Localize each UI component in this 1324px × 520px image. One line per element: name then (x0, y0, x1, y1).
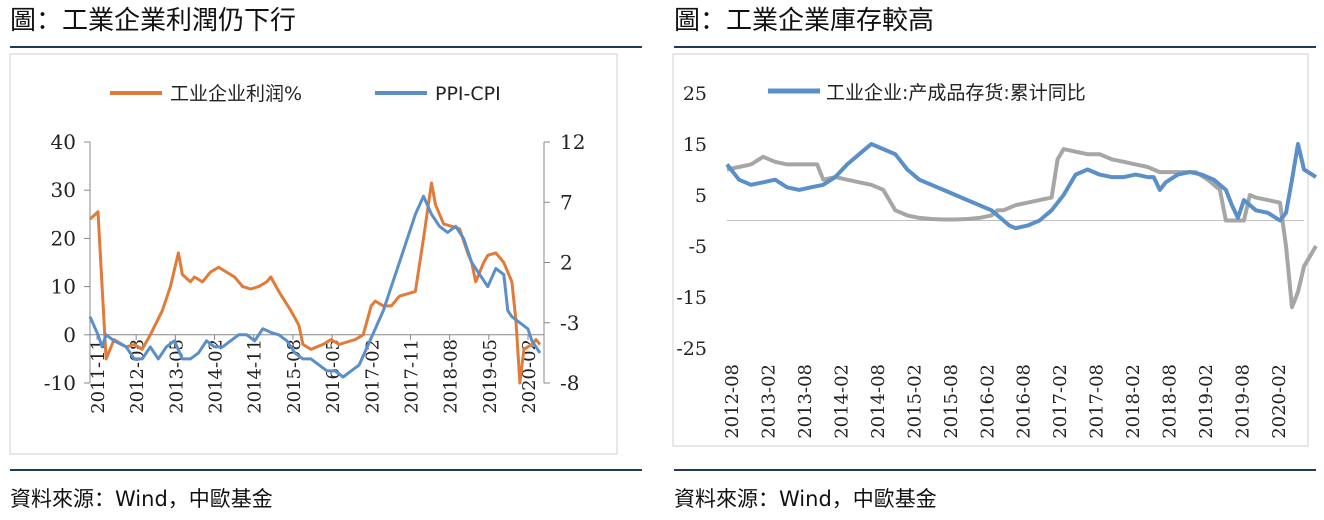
right-chart-title: 圖：工業企業庫存較高 (674, 6, 935, 36)
right-line-chart: -25 -15 -5 5 15 25 2012-08 2013-02 2013-08 2014-0… (676, 82, 1318, 439)
left-y-tick-label: 20 (51, 226, 76, 250)
right-title-rule (674, 46, 1316, 48)
right-y-tick-label: 12 (560, 130, 585, 154)
right-source-rule (674, 469, 1316, 471)
x-tick-label: 2017-02 (1050, 364, 1071, 439)
y-tick-label: 5 (695, 185, 707, 207)
left-chart-frame (9, 53, 618, 455)
x-tick-label: 2019-05 (480, 339, 501, 414)
left-source-text: 資料來源：Wind，中歐基金 (10, 487, 273, 511)
left-chart-title: 圖：工業企業利潤仍下行 (10, 6, 297, 36)
x-tick-label: 2017-08 (1087, 364, 1108, 439)
right-y-tick-label: 2 (560, 251, 573, 275)
y-tick-label: 25 (683, 83, 707, 105)
series-line-gray (726, 147, 1318, 310)
x-tick-label: 2019-02 (1196, 364, 1217, 439)
left-source-rule (10, 469, 642, 471)
x-tick-label: 2017-02 (362, 339, 383, 414)
right-y-tick-label: 7 (560, 190, 573, 214)
left-title-rule (10, 46, 642, 48)
y-tick-label: -5 (688, 236, 707, 258)
x-tick-label: 2016-08 (1014, 364, 1035, 439)
x-tick-label: 2012-08 (722, 364, 743, 439)
x-tick-label: 2016-05 (323, 339, 344, 414)
x-tick-label: 2014-11 (245, 339, 266, 414)
x-tick-label: 2018-08 (1160, 364, 1181, 439)
x-tick-label: 2013-08 (795, 364, 816, 439)
x-tick-label: 2019-08 (1233, 364, 1254, 439)
right-source-text: 資料來源：Wind，中歐基金 (674, 487, 937, 511)
x-tick-label: 2015-02 (904, 364, 925, 439)
y-tick-label: 15 (683, 134, 707, 156)
left-y-tick-label: -10 (44, 371, 76, 395)
left-line-chart: -10 0 10 20 30 40 -8 -3 2 7 12 2011-11 2012-08 2013-0… (44, 83, 586, 414)
x-tick-label: 2011-11 (88, 339, 109, 414)
x-tick-label: 2014-02 (831, 364, 852, 439)
right-legend: 工业企业:产成品存货:累计同比 (768, 82, 1086, 104)
right-y-tick-label: -8 (560, 371, 579, 395)
left-y-tick-label: 40 (51, 130, 76, 154)
x-tick-label: 2017-11 (401, 339, 422, 414)
series-line-profit (88, 181, 542, 385)
legend-label-profit: 工业企业利润% (170, 83, 302, 105)
legend-label-inventory: 工业企业:产成品存货:累计同比 (826, 82, 1086, 104)
left-y-tick-label: 10 (51, 275, 76, 299)
x-tick-label: 2018-08 (441, 339, 462, 414)
x-tick-label: 2014-02 (206, 339, 227, 414)
x-tick-label: 2015-08 (941, 364, 962, 439)
left-legend: 工业企业利润% PPI-CPI (110, 83, 501, 105)
left-y-tick-label: 0 (63, 323, 76, 347)
legend-label-ppi-cpi: PPI-CPI (435, 83, 501, 105)
right-y-tick-label: -3 (560, 311, 579, 335)
right-chart-frame (672, 53, 1309, 447)
x-tick-label: 2016-02 (977, 364, 998, 439)
x-tick-label: 2013-02 (758, 364, 779, 439)
x-tick-label: 2020-02 (1269, 364, 1290, 439)
series-line-inventory (725, 142, 1318, 231)
y-tick-label: -25 (676, 338, 707, 360)
left-y-tick-label: 30 (51, 178, 76, 202)
series-line-ppi-cpi (88, 194, 542, 379)
x-tick-label: 2013-05 (166, 339, 187, 414)
y-tick-label: -15 (676, 287, 707, 309)
x-tick-label: 2018-02 (1123, 364, 1144, 439)
x-tick-label: 2012-08 (127, 339, 148, 414)
x-tick-label: 2014-08 (868, 364, 889, 439)
